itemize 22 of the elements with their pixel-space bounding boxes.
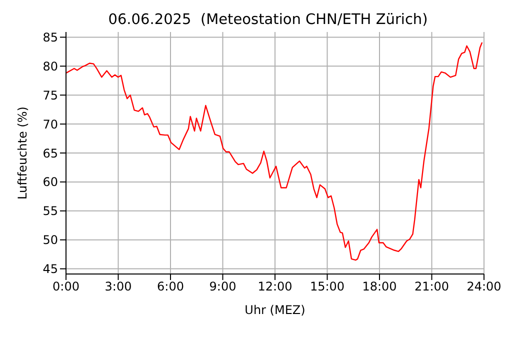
x-tick-label: 6:00 bbox=[157, 280, 184, 294]
y-tick-label: 60 bbox=[42, 175, 58, 190]
x-tick-label: 18:00 bbox=[362, 280, 397, 294]
x-axis-title: Uhr (MEZ) bbox=[244, 303, 306, 317]
y-tick-label: 75 bbox=[42, 88, 58, 102]
y-tick-label: 50 bbox=[42, 233, 58, 248]
x-tick-label: 12:00 bbox=[258, 280, 292, 294]
y-tick-label: 85 bbox=[42, 30, 58, 44]
y-tick-label: 65 bbox=[42, 146, 58, 160]
x-tick-label: 24:00 bbox=[466, 280, 502, 294]
x-tick-label: 0:00 bbox=[52, 280, 80, 294]
y-tick-label: 70 bbox=[42, 117, 58, 132]
line-series bbox=[66, 42, 483, 261]
x-tick-label: 15:00 bbox=[310, 280, 345, 294]
x-tick-label: 3:00 bbox=[104, 280, 132, 294]
y-tick-label: 45 bbox=[42, 262, 58, 276]
x-tick-label: 9:00 bbox=[209, 280, 236, 294]
y-tick-label: 80 bbox=[42, 59, 58, 74]
x-tick-label: 21:00 bbox=[414, 280, 450, 294]
y-tick-label: 55 bbox=[42, 204, 58, 218]
chart-title: 06.06.2025 (Meteostation CHN/ETH Zürich) bbox=[107, 12, 429, 28]
y-axis-title: Luftfeuchte (%) bbox=[15, 106, 30, 200]
